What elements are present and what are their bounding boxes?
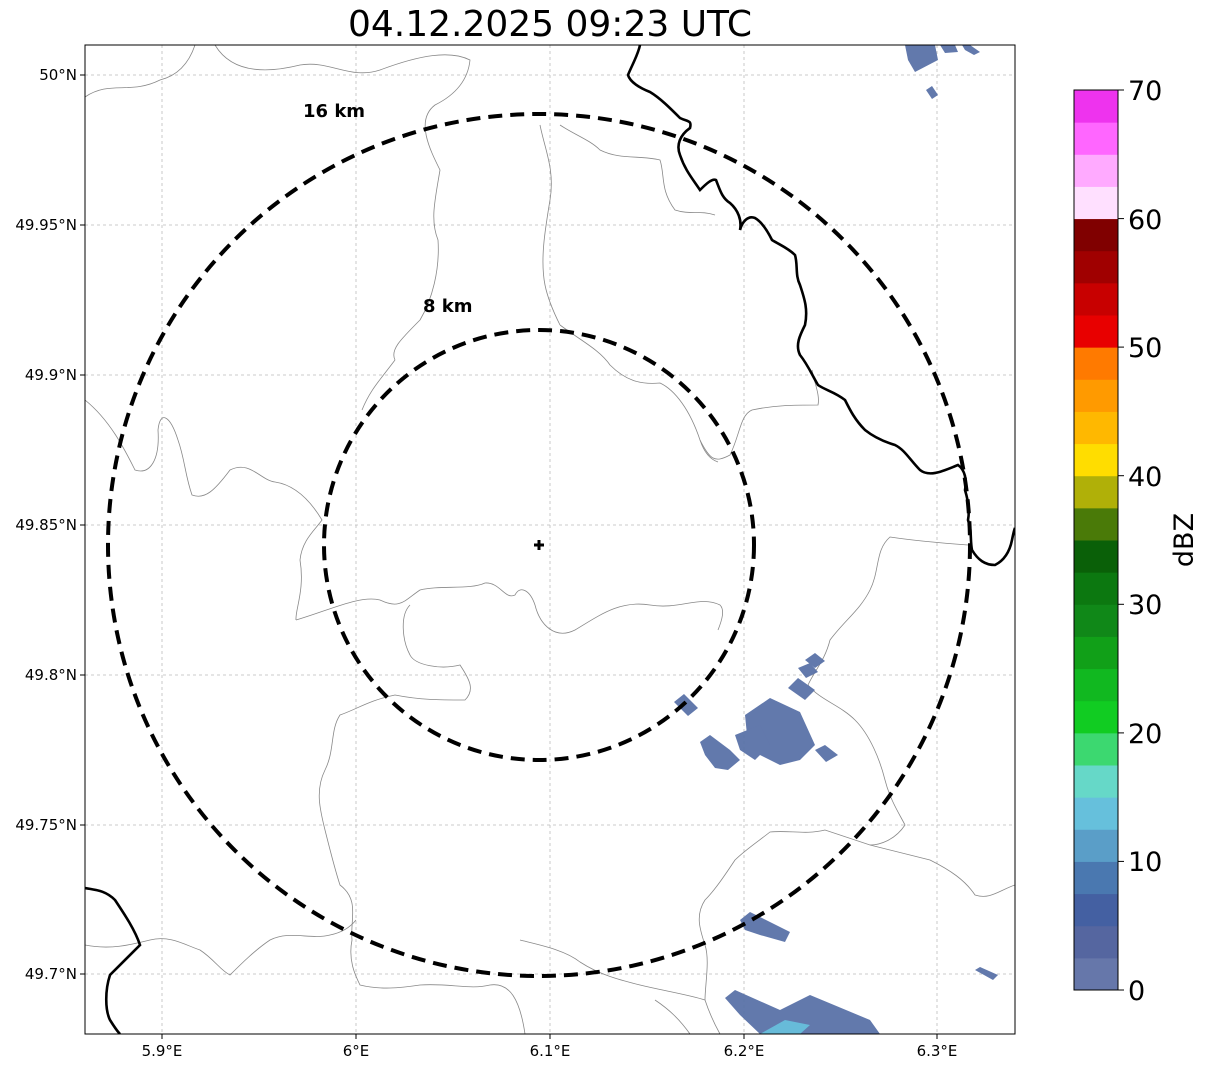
colorbar-label: dBZ <box>1169 513 1200 567</box>
colorbar-tick-label: 10 <box>1128 847 1162 878</box>
map-title: 04.12.2025 09:23 UTC <box>347 4 753 45</box>
colorbar-swatch <box>1074 347 1118 380</box>
ring-label-8km: 8 km <box>423 296 473 317</box>
colorbar-swatch <box>1074 829 1118 862</box>
colorbar-swatch <box>1074 90 1118 123</box>
colorbar <box>1074 90 1118 991</box>
colorbar-swatch <box>1074 957 1118 991</box>
colorbar-swatch <box>1074 636 1118 670</box>
colorbar-swatch <box>1074 315 1118 348</box>
plus-icon <box>534 540 544 550</box>
colorbar-swatch <box>1074 218 1118 252</box>
lon-axis: 5.9°E 6°E 6.1°E 6.2°E 6.3°E <box>142 1034 958 1060</box>
colorbar-swatch <box>1074 765 1118 798</box>
colorbar-swatch <box>1074 925 1118 959</box>
colorbar-swatch <box>1074 893 1118 927</box>
range-rings <box>106 112 972 978</box>
lat-tick-label: 49.75°N <box>15 816 77 834</box>
colorbar-swatch <box>1074 797 1118 830</box>
colorbar-swatch <box>1074 122 1118 155</box>
colorbar-tick-label: 0 <box>1128 976 1145 1007</box>
gridlines <box>85 45 1015 1034</box>
colorbar-swatch <box>1074 604 1118 637</box>
colorbar-tick-label: 40 <box>1128 462 1162 493</box>
colorbar-border <box>1073 89 1119 991</box>
lat-axis: 50°N 49.95°N 49.9°N 49.85°N 49.8°N 49.75… <box>15 66 85 983</box>
colorbar-swatch <box>1074 540 1118 573</box>
colorbar-ticks <box>1118 89 1124 991</box>
colorbar-swatch <box>1074 572 1118 605</box>
lat-tick-label: 49.8°N <box>25 666 77 684</box>
lon-tick-label: 6.2°E <box>724 1042 765 1060</box>
lat-tick-label: 49.95°N <box>15 216 77 234</box>
colorbar-swatch <box>1074 732 1118 766</box>
range-ring-16km <box>106 112 972 978</box>
colorbar-tick-label: 30 <box>1128 590 1162 621</box>
colorbar-swatch <box>1074 475 1118 509</box>
colorbar-swatch <box>1074 250 1118 284</box>
colorbar-tick-label: 60 <box>1128 205 1162 236</box>
lon-tick-label: 6°E <box>343 1042 370 1060</box>
lon-tick-label: 5.9°E <box>142 1042 183 1060</box>
colorbar-swatch <box>1074 443 1118 477</box>
colorbar-swatch <box>1074 379 1118 412</box>
colorbar-tick-label: 70 <box>1128 76 1162 107</box>
colorbar-swatch <box>1074 411 1118 445</box>
colorbar-tick-label: 50 <box>1128 333 1162 364</box>
admin-borders <box>85 45 1015 1034</box>
colorbar-swatch <box>1074 507 1118 541</box>
ring-label-16km: 16 km <box>303 101 365 122</box>
lon-tick-label: 6.1°E <box>530 1042 571 1060</box>
colorbar-swatch <box>1074 154 1118 187</box>
colorbar-swatch <box>1074 700 1118 734</box>
range-ring-8km <box>322 328 756 762</box>
colorbar-swatch <box>1074 282 1118 316</box>
lat-tick-label: 49.7°N <box>25 965 77 983</box>
lat-tick-label: 50°N <box>39 66 77 84</box>
colorbar-swatch <box>1074 186 1118 220</box>
colorbar-swatch <box>1074 861 1118 895</box>
lat-tick-label: 49.9°N <box>25 366 77 384</box>
colorbar-tick-label: 20 <box>1128 719 1162 750</box>
colorbar-swatch <box>1074 668 1118 702</box>
lat-tick-label: 49.85°N <box>15 516 77 534</box>
lon-tick-label: 6.3°E <box>917 1042 958 1060</box>
